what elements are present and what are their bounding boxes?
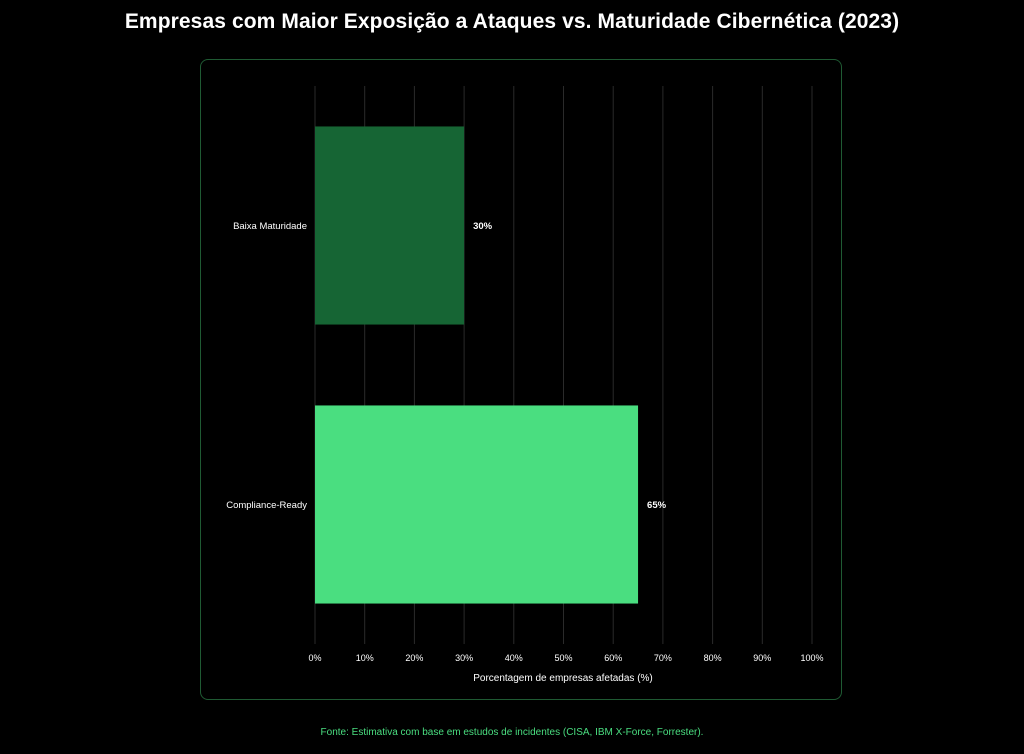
x-tick-label: 0% <box>308 653 321 663</box>
bar <box>315 405 639 604</box>
bar-value-label: 30% <box>473 221 493 232</box>
x-tick-label: 40% <box>505 653 523 663</box>
x-axis-label: Porcentagem de empresas afetadas (%) <box>473 673 653 684</box>
y-category-label: Compliance-Ready <box>226 500 307 511</box>
bars <box>315 126 639 604</box>
x-tick-label: 30% <box>455 653 473 663</box>
x-tick-label: 100% <box>800 653 823 663</box>
x-tick-label: 10% <box>356 653 374 663</box>
bar <box>315 126 465 325</box>
x-tick-label: 20% <box>405 653 423 663</box>
x-tick-label: 60% <box>604 653 622 663</box>
x-tick-label: 90% <box>753 653 771 663</box>
chart-title: Empresas com Maior Exposição a Ataques v… <box>124 10 900 33</box>
x-tick-label: 80% <box>704 653 722 663</box>
source-note: Fonte: Estimativa com base em estudos de… <box>320 727 704 738</box>
bar-value-label: 65% <box>647 500 667 511</box>
labels: 0% 10% 20% 30% 40% 50% 60% 70% 80% 90% 100% Baixa M… <box>226 221 823 663</box>
y-category-label: Baixa Maturidade <box>233 221 307 232</box>
x-tick-label: 70% <box>654 653 672 663</box>
x-tick-label: 50% <box>554 653 572 663</box>
chart-panel <box>200 59 842 700</box>
